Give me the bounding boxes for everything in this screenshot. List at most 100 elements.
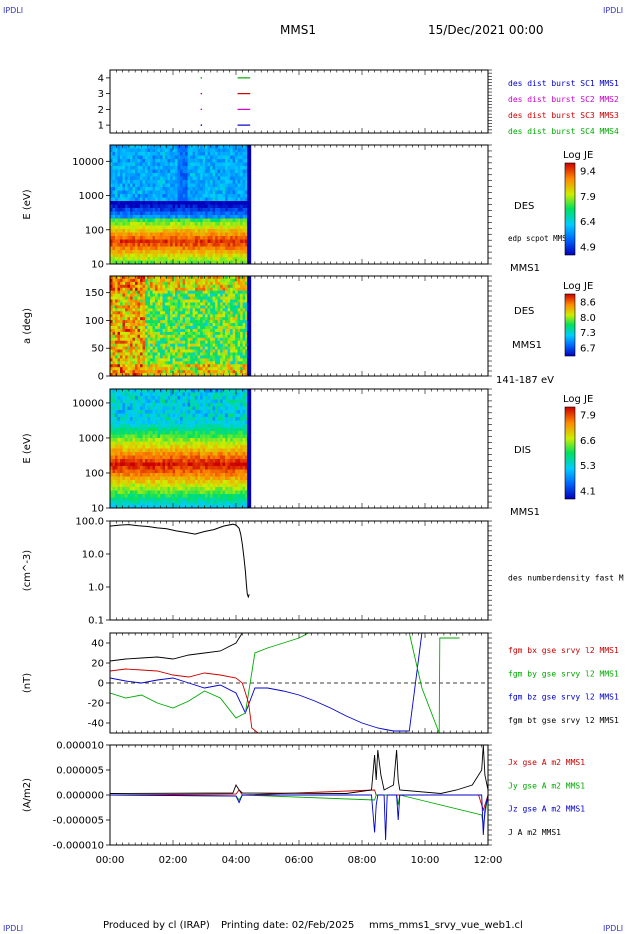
heat-cell bbox=[110, 183, 114, 188]
heat-cell bbox=[185, 355, 189, 359]
heat-cell bbox=[237, 334, 241, 339]
heat-cell bbox=[202, 352, 206, 357]
heat-cell bbox=[147, 317, 151, 321]
heat-cell bbox=[145, 438, 149, 443]
heat-cell bbox=[110, 225, 114, 230]
heat-cell bbox=[127, 314, 131, 318]
heat-cell bbox=[172, 253, 176, 258]
heat-cell bbox=[157, 434, 161, 439]
heat-cell bbox=[152, 410, 156, 415]
heat-cell bbox=[127, 201, 131, 206]
heat-cell bbox=[122, 201, 126, 206]
heat-cell bbox=[132, 197, 136, 202]
heat-cell bbox=[142, 392, 146, 397]
heat-cell bbox=[175, 211, 179, 216]
heat-cell bbox=[175, 229, 179, 234]
heat-cell bbox=[200, 162, 204, 167]
heat-cell bbox=[180, 183, 184, 188]
heat-cell bbox=[185, 361, 189, 365]
heat-cell bbox=[245, 296, 249, 301]
heat-cell bbox=[220, 346, 224, 351]
heat-cell bbox=[187, 308, 191, 312]
heat-cell bbox=[132, 229, 136, 234]
colorbar-tick-label: 8.0 bbox=[580, 313, 596, 324]
heat-cell bbox=[222, 326, 226, 330]
heat-cell bbox=[142, 305, 146, 309]
heat-cell bbox=[242, 229, 246, 234]
heat-cell bbox=[115, 159, 119, 164]
heat-cell bbox=[225, 201, 229, 206]
heat-cell bbox=[155, 452, 159, 457]
heat-cell bbox=[240, 305, 244, 309]
heat-cell bbox=[177, 370, 181, 374]
heat-cell bbox=[142, 445, 146, 450]
heat-cell bbox=[140, 311, 144, 315]
heat-cell bbox=[202, 173, 206, 178]
heat-cell bbox=[177, 287, 181, 292]
heat-cell bbox=[125, 334, 129, 339]
heat-cell bbox=[240, 308, 244, 312]
heat-cell bbox=[112, 448, 116, 453]
heat-cell bbox=[202, 308, 206, 312]
heat-cell bbox=[112, 250, 116, 255]
heat-cell bbox=[187, 250, 191, 255]
heat-cell bbox=[225, 250, 229, 255]
heat-cell bbox=[120, 413, 124, 418]
heat-cell bbox=[215, 293, 219, 298]
heat-cell bbox=[202, 317, 206, 321]
heat-cell bbox=[200, 317, 204, 321]
heat-cell bbox=[142, 187, 146, 192]
heat-cell bbox=[165, 155, 169, 160]
heat-cell bbox=[137, 469, 141, 474]
heat-cell bbox=[130, 427, 134, 432]
heat-cell bbox=[220, 148, 224, 153]
heat-cell bbox=[135, 427, 139, 432]
heat-cell bbox=[222, 225, 226, 230]
heat-cell bbox=[227, 211, 231, 216]
heat-cell bbox=[112, 396, 116, 401]
heat-cell bbox=[162, 337, 166, 342]
heat-cell bbox=[155, 299, 159, 304]
heat-cell bbox=[165, 296, 169, 301]
heat-cell bbox=[210, 257, 214, 262]
heat-cell bbox=[115, 239, 119, 244]
heat-cell bbox=[135, 410, 139, 415]
heat-cell bbox=[120, 215, 124, 220]
heat-cell bbox=[195, 250, 199, 255]
heat-cell bbox=[132, 473, 136, 478]
heat-cell bbox=[192, 293, 196, 298]
heat-cell bbox=[135, 176, 139, 181]
heat-cell bbox=[165, 152, 169, 157]
heat-cell bbox=[150, 504, 154, 508]
heat-cell bbox=[240, 176, 244, 181]
legend-entry: des dist burst SC1 MMS1 bbox=[508, 79, 619, 88]
heat-cell bbox=[197, 201, 201, 206]
heat-cell bbox=[195, 343, 199, 348]
heat-cell bbox=[215, 284, 219, 289]
heat-cell bbox=[180, 290, 184, 295]
heat-cell bbox=[140, 494, 144, 499]
heat-cell bbox=[160, 278, 164, 283]
heat-cell bbox=[157, 253, 161, 258]
heat-cell bbox=[227, 173, 231, 178]
heat-cell bbox=[177, 326, 181, 330]
heat-cell bbox=[137, 334, 141, 339]
y-tick-label: 0 bbox=[98, 372, 104, 383]
heat-cell bbox=[160, 145, 164, 150]
heat-cell bbox=[235, 340, 239, 345]
heat-cell bbox=[190, 246, 194, 251]
heat-cell bbox=[182, 218, 186, 223]
heat-cell bbox=[212, 314, 216, 318]
heat-cell bbox=[127, 305, 131, 309]
heat-cell bbox=[240, 253, 244, 258]
heat-cell bbox=[115, 494, 119, 499]
heat-cell bbox=[210, 346, 214, 351]
heat-cell bbox=[122, 296, 126, 301]
heat-cell bbox=[245, 225, 249, 230]
heat-cell bbox=[197, 346, 201, 351]
heat-cell bbox=[135, 392, 139, 397]
heat-cell bbox=[220, 343, 224, 348]
heat-cell bbox=[165, 370, 169, 374]
heat-cell bbox=[177, 208, 181, 213]
heat-cell bbox=[232, 145, 236, 150]
